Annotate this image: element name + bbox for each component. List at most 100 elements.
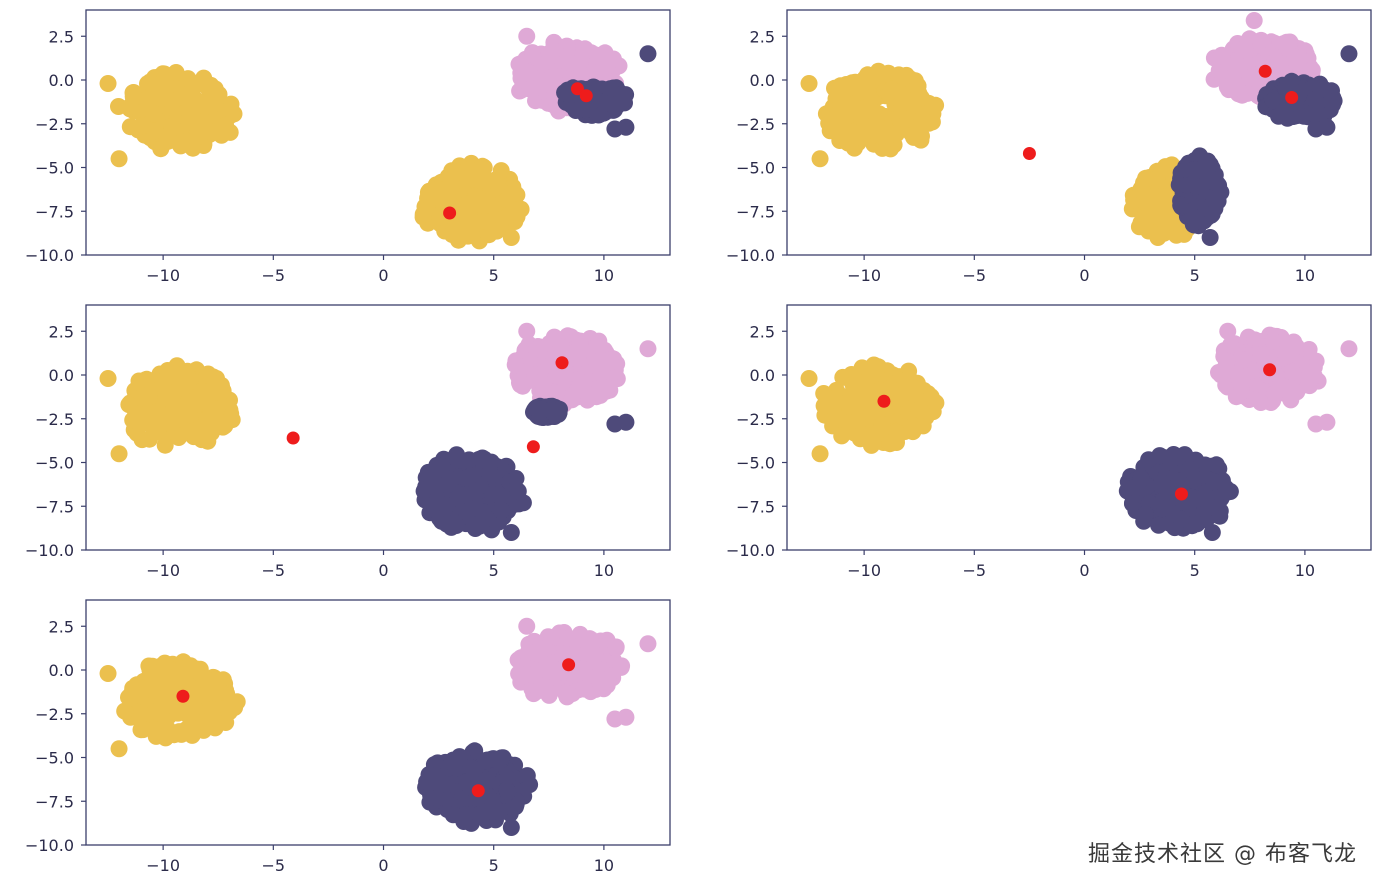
x-tick-label: 5 xyxy=(489,561,499,580)
data-point xyxy=(597,382,615,400)
y-tick-label: −7.5 xyxy=(35,202,74,221)
data-point xyxy=(438,496,456,514)
data-point xyxy=(559,630,576,647)
data-points xyxy=(800,12,1358,246)
x-tick-label: 10 xyxy=(1295,561,1315,580)
data-point xyxy=(613,85,631,103)
data-point xyxy=(811,150,829,168)
data-point xyxy=(1151,447,1169,465)
data-point xyxy=(617,708,635,726)
data-point xyxy=(639,340,657,358)
data-point xyxy=(498,191,516,209)
centroid-point xyxy=(562,658,576,672)
data-point xyxy=(1148,169,1166,187)
data-point xyxy=(607,639,625,657)
data-point xyxy=(449,222,467,240)
data-point xyxy=(1219,322,1237,340)
data-point xyxy=(1134,183,1152,201)
data-point xyxy=(596,671,614,689)
data-point xyxy=(99,370,117,387)
x-tick-label: 10 xyxy=(594,561,614,580)
data-point xyxy=(160,675,178,693)
data-point xyxy=(531,400,549,418)
centroid-point xyxy=(1258,64,1272,78)
data-point xyxy=(180,90,198,108)
data-point xyxy=(209,382,226,400)
data-point xyxy=(800,75,818,92)
data-point xyxy=(469,188,487,206)
data-point xyxy=(578,391,596,409)
data-point xyxy=(1252,346,1270,364)
data-point xyxy=(1235,351,1252,369)
y-tick-label: −10.0 xyxy=(25,246,74,265)
data-point xyxy=(1169,448,1187,466)
data-point xyxy=(1203,170,1221,188)
data-point xyxy=(1188,515,1206,533)
data-point xyxy=(520,64,538,82)
data-point xyxy=(153,694,171,712)
data-point xyxy=(498,769,516,787)
axes-frame xyxy=(786,304,1372,551)
y-tick-label: 0.0 xyxy=(49,366,74,385)
data-point xyxy=(829,392,846,410)
data-point xyxy=(132,687,149,705)
x-tick-label: 0 xyxy=(1079,266,1089,285)
y-tick-label: −2.5 xyxy=(35,410,74,429)
data-point xyxy=(1233,41,1251,59)
data-point xyxy=(1340,340,1358,358)
data-point xyxy=(1282,391,1300,409)
data-point xyxy=(864,434,882,452)
data-point xyxy=(157,389,175,407)
data-point xyxy=(147,423,165,441)
scatter-panel-row2-col1: −10 −5 0 5 10 2.5 0.0 −2.5 −5.0 −7.5 −10.0 xyxy=(25,304,671,580)
data-point xyxy=(478,803,496,821)
data-point xyxy=(1197,486,1215,504)
x-tick-label: −10 xyxy=(146,561,180,580)
data-point xyxy=(1130,218,1148,236)
data-point xyxy=(1318,413,1336,431)
watermark: 掘金技术社区 @ 布客飞龙 xyxy=(1088,842,1357,867)
y-tick-label: −5.0 xyxy=(35,749,74,768)
x-tick-label: 0 xyxy=(1079,561,1089,580)
x-tick-label: −5 xyxy=(963,561,987,580)
data-point xyxy=(613,657,631,675)
data-point xyxy=(441,470,459,488)
y-tick-label: −10.0 xyxy=(726,246,775,265)
x-tick-label: 5 xyxy=(1190,266,1200,285)
data-point xyxy=(442,178,460,196)
data-point xyxy=(811,445,829,463)
data-point xyxy=(617,118,635,136)
data-point xyxy=(518,617,536,635)
data-point xyxy=(1136,505,1154,523)
data-point xyxy=(476,169,494,187)
scatter-panel-row3-col1: −10 −5 0 5 10 2.5 0.0 −2.5 −5.0 −7.5 −10.0 xyxy=(25,599,671,875)
data-point xyxy=(549,405,567,422)
data-point xyxy=(110,150,128,168)
data-point xyxy=(130,372,148,390)
data-point xyxy=(196,714,214,731)
y-tick-label: −5.0 xyxy=(736,159,775,178)
data-point xyxy=(99,75,117,92)
data-point xyxy=(1181,460,1199,478)
axes-frame xyxy=(85,599,671,846)
data-point xyxy=(172,725,190,743)
data-point xyxy=(590,332,608,350)
data-point xyxy=(449,451,467,469)
data-point xyxy=(815,385,833,402)
y-tick-label: −2.5 xyxy=(35,705,74,724)
scatter-panel-row1-col2: −10 −5 0 5 10 2.5 0.0 −2.5 −5.0 −7.5 −10.0 xyxy=(726,9,1372,285)
data-point xyxy=(851,83,869,101)
data-point xyxy=(1170,176,1188,194)
data-point xyxy=(145,82,163,99)
data-point xyxy=(1222,336,1240,354)
centroid-point xyxy=(555,356,569,370)
data-point xyxy=(502,819,520,836)
data-point xyxy=(1205,473,1223,491)
y-tick-label: 2.5 xyxy=(49,322,74,341)
data-point xyxy=(589,48,607,65)
data-point xyxy=(506,356,524,374)
data-point xyxy=(124,84,142,102)
data-point xyxy=(178,703,196,720)
data-point xyxy=(1306,91,1324,108)
y-tick-label: 0.0 xyxy=(750,71,775,90)
